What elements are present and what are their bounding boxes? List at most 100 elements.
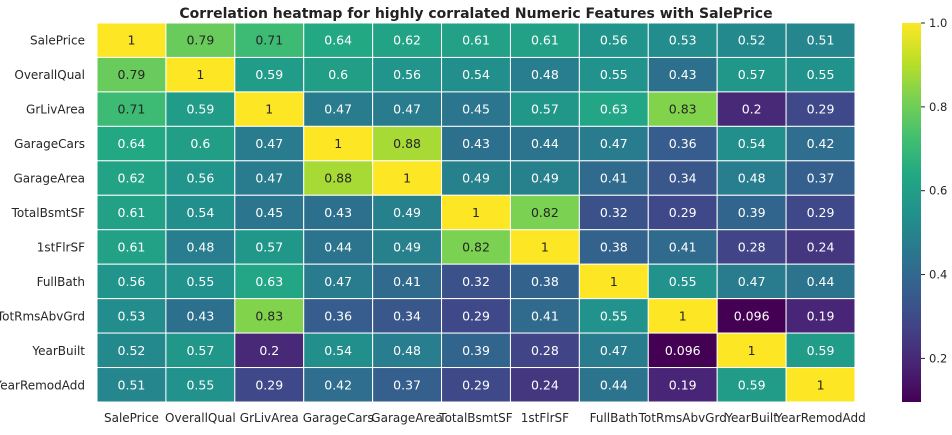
heatmap-cell xyxy=(234,56,305,93)
heatmap-cell xyxy=(441,91,511,127)
heatmap-cell xyxy=(509,229,580,265)
heatmap-cell xyxy=(785,125,856,162)
cell-value-label: 0.56 xyxy=(600,33,628,48)
cell-value-label: 1 xyxy=(334,136,342,151)
cell-value-label: 0.41 xyxy=(669,239,697,254)
cell-value-label: 0.34 xyxy=(669,171,697,186)
x-tick-label: OverallQual xyxy=(165,411,236,425)
x-tick-label: TotalBsmtSF xyxy=(438,411,513,425)
heatmap-cell xyxy=(716,22,787,58)
cell-value-label: 0.57 xyxy=(255,239,283,254)
heatmap-cell xyxy=(303,194,374,231)
heatmap-cell xyxy=(372,332,443,369)
heatmap-cell xyxy=(716,367,787,403)
cell-value-label: 0.47 xyxy=(738,274,766,289)
heatmap-cell xyxy=(716,56,787,93)
cell-value-label: 1 xyxy=(610,274,618,289)
heatmap-cell xyxy=(716,298,787,334)
cell-value-label: 0.19 xyxy=(669,377,697,392)
heatmap-cell xyxy=(785,229,856,265)
cell-value-label: 0.57 xyxy=(531,102,559,117)
cell-value-label: 0.49 xyxy=(462,171,490,186)
cell-value-label: 0.54 xyxy=(186,205,214,220)
cell-value-label: 0.56 xyxy=(186,171,214,186)
heatmap-cell xyxy=(372,367,443,403)
cell-value-label: 0.6 xyxy=(190,136,210,151)
cell-value-label: 0.79 xyxy=(186,33,214,48)
cell-value-label: 0.88 xyxy=(393,136,421,151)
cell-value-label: 0.28 xyxy=(531,343,559,358)
heatmap-cell xyxy=(441,229,511,265)
heatmap-cell xyxy=(303,263,374,300)
heatmap-cell xyxy=(785,194,856,231)
heatmap-cell xyxy=(785,263,856,300)
heatmap-cell xyxy=(165,160,236,196)
heatmap-cell xyxy=(372,263,443,300)
cell-value-label: 1 xyxy=(748,343,756,358)
heatmap-cell xyxy=(234,160,305,196)
cell-value-label: 0.47 xyxy=(324,274,352,289)
heatmap-cell xyxy=(509,91,580,127)
cell-value-label: 0.44 xyxy=(807,274,835,289)
heatmap-cell xyxy=(578,263,649,300)
heatmap-cell xyxy=(785,332,856,369)
cell-value-label: 0.47 xyxy=(600,136,628,151)
heatmap-cell xyxy=(647,194,718,231)
colorbar-tick-label: 0.2 xyxy=(929,351,947,365)
heatmap-cell xyxy=(785,160,856,196)
chart-title: Correlation heatmap for highly corralate… xyxy=(179,6,772,22)
y-tick-label: YearBuilt xyxy=(31,344,85,358)
heatmap-cell xyxy=(441,125,511,162)
cell-value-label: 0.57 xyxy=(186,343,214,358)
cell-value-label: 0.79 xyxy=(118,67,146,82)
heatmap-cell xyxy=(785,367,856,403)
colorbar xyxy=(902,23,921,402)
cell-value-label: 0.48 xyxy=(186,239,214,254)
heatmap-cell xyxy=(234,22,305,58)
y-tick-label: TotRmsAbvGrd xyxy=(0,309,85,323)
cell-value-label: 0.62 xyxy=(393,33,421,48)
heatmap-cell xyxy=(372,91,443,127)
cell-value-label: 0.53 xyxy=(118,308,146,323)
cell-value-label: 1 xyxy=(127,33,135,48)
x-tick-label: YearBuilt xyxy=(724,411,778,425)
heatmap-cell xyxy=(647,298,718,334)
heatmap-cell xyxy=(165,229,236,265)
heatmap-cell xyxy=(647,229,718,265)
cell-value-label: 0.29 xyxy=(807,102,835,117)
heatmap-cell xyxy=(234,332,305,369)
cell-value-label: 0.29 xyxy=(462,308,490,323)
heatmap-cell xyxy=(372,56,443,93)
x-tick-label: YearRemodAdd xyxy=(774,411,865,425)
heatmap-cell xyxy=(441,263,511,300)
x-tick-label: GrLivArea xyxy=(240,411,299,425)
cell-value-label: 0.42 xyxy=(807,136,835,151)
x-tick-label: FullBath xyxy=(590,411,638,425)
cell-value-label: 0.096 xyxy=(734,308,770,323)
heatmap-cell xyxy=(647,367,718,403)
cell-value-label: 0.34 xyxy=(393,308,421,323)
heatmap-cell xyxy=(578,298,649,334)
cell-value-label: 0.52 xyxy=(118,343,146,358)
heatmap-cell xyxy=(96,298,167,334)
cell-value-label: 0.29 xyxy=(669,205,697,220)
cell-value-label: 0.29 xyxy=(255,377,283,392)
heatmap-cell xyxy=(96,194,167,231)
y-tick-label: 1stFlrSF xyxy=(37,240,85,254)
heatmap-cell xyxy=(785,91,856,127)
cell-value-label: 0.59 xyxy=(807,343,835,358)
y-tick-label: SalePrice xyxy=(30,34,85,48)
cell-value-label: 0.44 xyxy=(324,239,352,254)
heatmap-cell xyxy=(303,125,374,162)
cell-value-label: 0.55 xyxy=(186,274,214,289)
cell-value-label: 0.43 xyxy=(324,205,352,220)
heatmap-cell xyxy=(234,367,305,403)
heatmap-cell xyxy=(578,229,649,265)
heatmap-cell xyxy=(716,229,787,265)
cell-value-label: 0.37 xyxy=(393,377,421,392)
cell-value-label: 0.6 xyxy=(328,67,348,82)
cell-value-label: 1 xyxy=(403,171,411,186)
cell-value-label: 0.41 xyxy=(600,171,628,186)
x-tick-label: SalePrice xyxy=(104,411,159,425)
colorbar-tick-label: 0.6 xyxy=(929,184,947,198)
